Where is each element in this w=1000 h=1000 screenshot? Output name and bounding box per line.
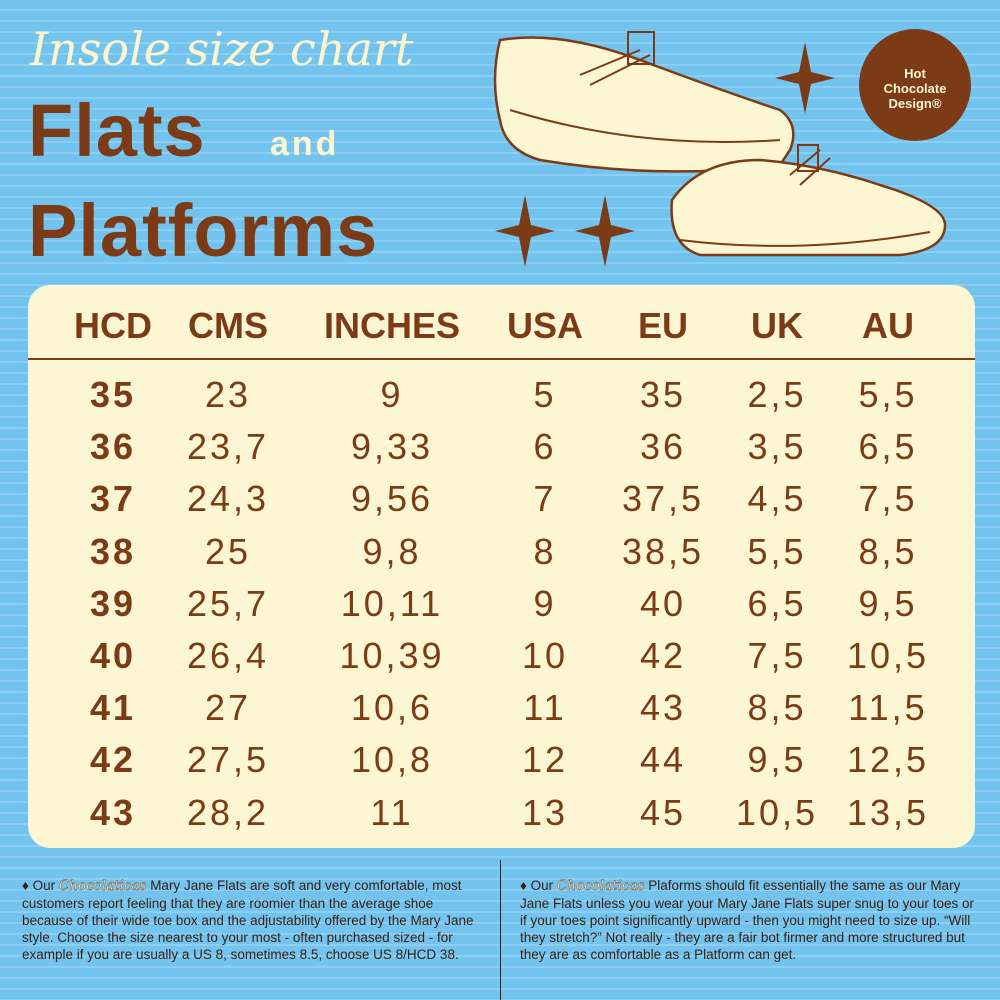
- table-cell: 8,5: [858, 530, 918, 572]
- table-cell: 26,4: [186, 635, 270, 676]
- table-cell: 10,5: [846, 635, 930, 676]
- table-cell: 39: [89, 582, 137, 624]
- table-cell: 5: [533, 374, 557, 415]
- table-cell: 9,8: [362, 530, 422, 572]
- table-cell: 25: [204, 530, 252, 572]
- table-cell: 11,5: [848, 687, 928, 729]
- note: ♦ Our Chocolaticas Mary Jane Flats are s…: [22, 877, 477, 963]
- table-cell: 36: [639, 426, 687, 468]
- table-cell: 12,5: [846, 739, 930, 781]
- table-cell: 25,7: [186, 582, 270, 624]
- table-cell: 37: [89, 478, 137, 520]
- table-cell: 5,5: [747, 530, 807, 572]
- table-cell: 7,5: [858, 478, 918, 520]
- table-cell: 27: [204, 687, 252, 729]
- table-cell: 10: [521, 635, 569, 676]
- table-cell: 7,5: [747, 635, 807, 676]
- table-cell: 40: [639, 582, 687, 624]
- table-cell: 37,5: [621, 478, 705, 520]
- table-cell: 13: [521, 791, 569, 833]
- table-cell: 42: [89, 739, 137, 781]
- table-cell: 28,2: [186, 791, 270, 833]
- table-cell: 23: [204, 374, 252, 415]
- table-cell: 35: [639, 374, 687, 415]
- table-cell: 45: [639, 791, 687, 833]
- illustration: Hot Chocolate Design®: [493, 29, 971, 267]
- title: Flats: [28, 89, 206, 172]
- table-cell: 4,5: [747, 478, 807, 520]
- table-cell: 3,5: [747, 426, 807, 468]
- table-cell: 9,33: [350, 426, 434, 468]
- divider: [500, 860, 501, 1000]
- column-header: UK: [751, 305, 803, 346]
- note-prefix: ♦ Our: [22, 878, 56, 893]
- table-cell: 9: [533, 582, 557, 624]
- table-cell: 9: [380, 374, 404, 415]
- column-header: CMS: [188, 305, 268, 346]
- table-cell: 38,5: [621, 530, 705, 572]
- note-text: Mary Jane Flats are soft and very comfor…: [22, 878, 474, 962]
- logo-text: Chocolate: [884, 81, 947, 96]
- table-cell: 10,5: [735, 791, 819, 833]
- table-cell: 8: [533, 530, 557, 572]
- table-cell: 6,5: [747, 582, 807, 624]
- table-cell: 8,5: [747, 687, 807, 729]
- brand: Chocolaticas: [556, 878, 645, 894]
- note-prefix: ♦ Our: [520, 878, 554, 893]
- table-cell: 36: [89, 426, 137, 468]
- script-title: Insole size chart: [30, 22, 414, 76]
- table-cell: 23,7: [186, 426, 270, 468]
- table-cell: 13,5: [846, 791, 930, 833]
- column-header: INCHES: [323, 305, 461, 346]
- table-cell: 10,8: [350, 739, 434, 781]
- table-cell: 10,39: [339, 635, 445, 676]
- table-cell: 11: [370, 791, 414, 833]
- table-cell: 38: [89, 530, 137, 572]
- column-header: AU: [862, 305, 914, 346]
- table-cell: 43: [89, 791, 137, 833]
- size-table: [28, 285, 975, 848]
- table-cell: 6: [533, 426, 557, 468]
- table-cell: 41: [89, 687, 137, 729]
- title-connector: and: [270, 125, 340, 163]
- table-cell: 10,6: [350, 687, 434, 729]
- header-divider: [28, 358, 975, 360]
- table-cell: 12: [521, 739, 569, 781]
- column-header: HCD: [74, 305, 152, 346]
- note-text: Plaforms should fit essentially the same…: [520, 878, 974, 962]
- brand: Chocolaticas: [58, 878, 147, 894]
- table-cell: 11: [523, 687, 567, 729]
- column-header: USA: [506, 305, 584, 346]
- table-cell: 2,5: [747, 374, 807, 415]
- table-cell: 9,56: [350, 478, 434, 520]
- logo-text: Hot: [904, 66, 926, 81]
- table-cell: 10,11: [340, 582, 444, 624]
- table-cell: 5,5: [858, 374, 918, 415]
- table-cell: 44: [639, 739, 687, 781]
- table-cell: 27,5: [186, 739, 270, 781]
- table-cell: 7: [533, 478, 557, 520]
- table-cell: 9,5: [858, 582, 918, 624]
- table-cell: 24,3: [186, 478, 270, 520]
- table-cell: 6,5: [858, 426, 918, 468]
- note: ♦ Our Chocolaticas Plaforms should fit e…: [520, 877, 975, 963]
- table-cell: 9,5: [747, 739, 807, 781]
- logo-text: Design®: [889, 96, 942, 111]
- column-header: EU: [637, 305, 689, 346]
- table-cell: 40: [89, 635, 137, 676]
- table-cell: 42: [639, 635, 687, 676]
- table-cell: 43: [639, 687, 687, 729]
- table-cell: 35: [89, 374, 137, 415]
- title: Platforms: [28, 189, 379, 272]
